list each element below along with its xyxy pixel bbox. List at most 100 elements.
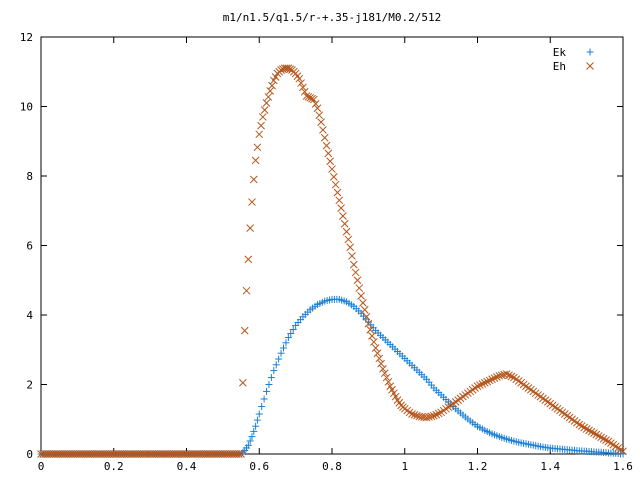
point-eh bbox=[239, 378, 247, 387]
point-eh bbox=[575, 420, 584, 429]
point-eh bbox=[359, 298, 367, 307]
point-eh bbox=[237, 450, 245, 458]
x-tick-label: 1 bbox=[401, 460, 408, 473]
y-tick-label: 8 bbox=[26, 170, 33, 183]
point-eh bbox=[490, 374, 499, 382]
point-ek bbox=[272, 361, 280, 369]
point-eh bbox=[369, 338, 378, 346]
point-eh bbox=[242, 286, 251, 295]
point-eh bbox=[335, 196, 344, 205]
point-eh bbox=[266, 87, 275, 95]
point-eh bbox=[339, 212, 347, 220]
x-tick-label: 1.4 bbox=[540, 460, 560, 473]
point-eh bbox=[313, 104, 322, 113]
point-eh bbox=[599, 434, 608, 443]
point-eh bbox=[585, 426, 593, 435]
point-eh bbox=[340, 219, 349, 228]
y-axis: 0 2 4 6 8 10 12 bbox=[20, 31, 623, 461]
point-eh bbox=[357, 292, 365, 300]
point-eh bbox=[375, 354, 384, 363]
x-tick-label: 0.4 bbox=[177, 460, 197, 473]
point-eh bbox=[432, 410, 441, 419]
point-eh bbox=[502, 370, 511, 378]
point-eh bbox=[379, 365, 387, 373]
point-eh bbox=[240, 326, 249, 335]
point-eh bbox=[268, 81, 276, 90]
point-eh bbox=[382, 373, 391, 382]
point-eh bbox=[255, 130, 264, 139]
point-eh bbox=[251, 156, 260, 165]
point-eh bbox=[362, 312, 371, 321]
point-eh bbox=[408, 410, 416, 418]
point-eh bbox=[594, 432, 603, 440]
point-eh bbox=[315, 111, 324, 120]
point-eh bbox=[337, 204, 345, 212]
point-eh bbox=[295, 74, 304, 83]
point-eh bbox=[302, 92, 311, 100]
point-eh bbox=[349, 260, 358, 269]
point-eh bbox=[478, 380, 487, 388]
point-ek bbox=[252, 422, 260, 430]
point-eh bbox=[413, 411, 421, 420]
y-tick-label: 6 bbox=[26, 240, 33, 253]
point-eh bbox=[592, 430, 601, 439]
point-ek bbox=[289, 325, 297, 333]
point-ek bbox=[246, 437, 254, 445]
y-tick-label: 0 bbox=[26, 448, 33, 461]
point-eh bbox=[429, 411, 438, 420]
point-eh bbox=[371, 344, 380, 352]
point-ek bbox=[244, 441, 252, 449]
legend-label-eh: Eh bbox=[553, 60, 566, 73]
x-tick-label: 0.2 bbox=[104, 460, 124, 473]
y-tick-label: 10 bbox=[20, 101, 33, 114]
point-eh bbox=[344, 235, 353, 244]
point-eh bbox=[577, 422, 586, 430]
point-eh bbox=[422, 413, 431, 422]
point-eh bbox=[611, 442, 620, 451]
point-eh bbox=[582, 425, 591, 433]
point-eh bbox=[259, 113, 267, 121]
point-eh bbox=[299, 83, 307, 92]
legend-marker-eh bbox=[586, 62, 594, 70]
y-tick-label: 12 bbox=[20, 31, 33, 44]
point-eh bbox=[253, 143, 262, 152]
point-eh bbox=[333, 188, 342, 197]
point-eh bbox=[587, 427, 596, 436]
point-ek bbox=[248, 433, 256, 441]
point-ek bbox=[280, 344, 287, 352]
point-eh bbox=[351, 268, 360, 277]
point-eh bbox=[476, 381, 484, 389]
point-eh bbox=[257, 121, 265, 130]
point-eh bbox=[488, 375, 496, 384]
point-eh bbox=[493, 373, 501, 381]
point-eh bbox=[483, 377, 492, 386]
x-tick-label: 0 bbox=[38, 460, 45, 473]
point-eh bbox=[373, 349, 382, 358]
point-eh bbox=[619, 447, 627, 456]
point-ek bbox=[253, 416, 261, 424]
point-eh bbox=[602, 436, 610, 444]
point-eh bbox=[260, 106, 269, 114]
point-eh bbox=[329, 173, 338, 181]
point-ek bbox=[277, 349, 285, 357]
point-eh bbox=[262, 99, 271, 107]
point-eh bbox=[309, 95, 318, 104]
point-eh bbox=[248, 198, 256, 206]
point-eh bbox=[320, 133, 329, 142]
point-eh bbox=[311, 100, 320, 108]
x-axis: 0 0.2 0.4 0.6 0.8 1 1.2 1.4 1.6 bbox=[38, 37, 633, 473]
chart-title: m1/n1.5/q1.5/r-+.35-j181/M0.2/512 bbox=[223, 11, 442, 24]
point-eh bbox=[485, 376, 494, 385]
legend-label-ek: Ek bbox=[553, 46, 567, 59]
x-tick-label: 1.2 bbox=[468, 460, 488, 473]
point-eh bbox=[427, 412, 436, 421]
point-eh bbox=[277, 66, 285, 74]
point-eh bbox=[244, 255, 253, 264]
legend-marker-ek bbox=[586, 48, 594, 56]
point-eh bbox=[264, 93, 273, 101]
point-ek bbox=[284, 334, 292, 342]
point-eh bbox=[507, 372, 516, 381]
point-ek bbox=[250, 427, 258, 435]
point-eh bbox=[324, 149, 333, 158]
